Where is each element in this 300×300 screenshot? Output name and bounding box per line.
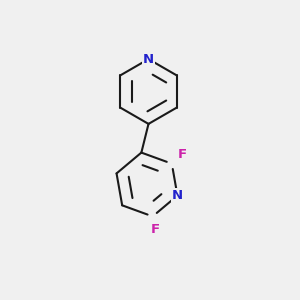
Text: N: N (172, 189, 183, 202)
Text: F: F (178, 148, 187, 161)
Text: F: F (150, 223, 160, 236)
Text: N: N (143, 52, 154, 66)
